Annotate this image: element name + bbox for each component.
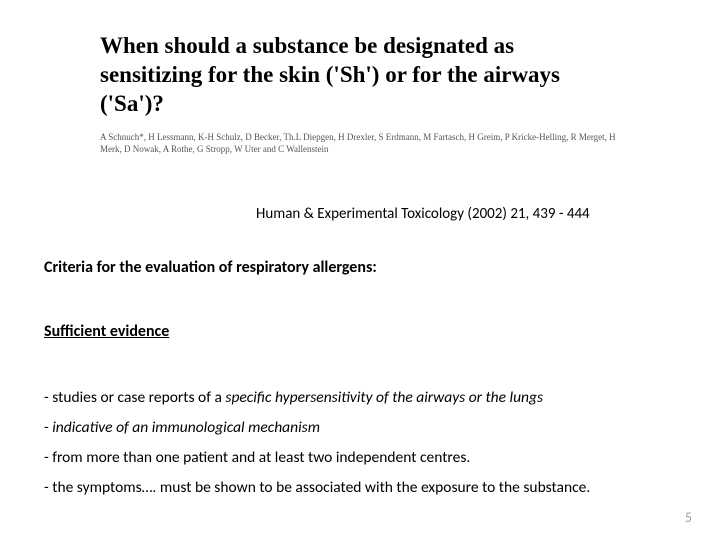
bullet-item: - studies or case reports of a specific …: [44, 388, 684, 408]
bullet-text: - the symptoms…. must be shown to be ass…: [44, 478, 590, 497]
header-block: When should a substance be designated as…: [100, 32, 620, 155]
bullet-italic: specific hypersensitivity of the airways…: [225, 388, 543, 407]
bullet-text: - studies or case reports of a: [44, 388, 225, 407]
bullet-item: - indicative of an immunological mechani…: [44, 418, 684, 438]
bullet-text: -: [44, 418, 52, 437]
paper-authors: A Schnuch*, H Lessmann, K-H Schulz, D Be…: [100, 132, 620, 155]
bullet-italic: indicative of an immunological mechanism: [52, 418, 320, 437]
bullet-item: - from more than one patient and at leas…: [44, 448, 684, 468]
page-number: 5: [685, 509, 692, 526]
slide: When should a substance be designated as…: [0, 0, 720, 540]
bullet-text: - from more than one patient and at leas…: [44, 448, 470, 467]
citation-line: Human & Experimental Toxicology (2002) 2…: [256, 205, 590, 223]
sufficient-evidence-heading: Sufficient evidence: [44, 322, 169, 341]
criteria-heading: Criteria for the evaluation of respirato…: [44, 258, 377, 277]
bullet-item: - the symptoms…. must be shown to be ass…: [44, 478, 684, 498]
paper-title: When should a substance be designated as…: [100, 32, 620, 118]
bullet-list: - studies or case reports of a specific …: [44, 388, 684, 509]
